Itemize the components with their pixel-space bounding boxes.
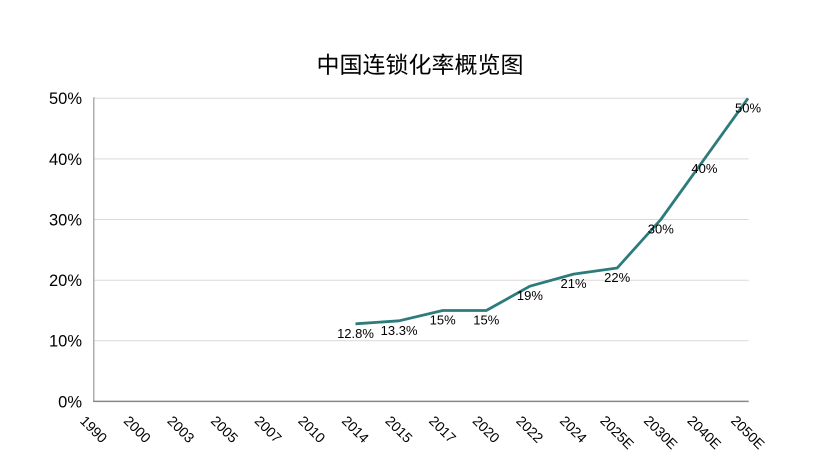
- svg-text:50%: 50%: [735, 100, 761, 115]
- svg-text:13.3%: 13.3%: [381, 323, 418, 338]
- svg-text:30%: 30%: [648, 222, 674, 237]
- svg-text:21%: 21%: [560, 276, 586, 291]
- svg-text:12.8%: 12.8%: [337, 326, 374, 341]
- svg-text:40%: 40%: [49, 151, 82, 169]
- svg-text:19%: 19%: [517, 288, 543, 303]
- svg-text:15%: 15%: [473, 313, 499, 328]
- svg-text:50%: 50%: [49, 90, 82, 108]
- svg-text:10%: 10%: [49, 333, 82, 351]
- svg-text:20%: 20%: [49, 272, 82, 290]
- svg-text:30%: 30%: [49, 211, 82, 229]
- svg-text:40%: 40%: [691, 161, 717, 176]
- svg-text:22%: 22%: [604, 270, 630, 285]
- svg-text:15%: 15%: [430, 313, 456, 328]
- svg-text:0%: 0%: [58, 393, 82, 411]
